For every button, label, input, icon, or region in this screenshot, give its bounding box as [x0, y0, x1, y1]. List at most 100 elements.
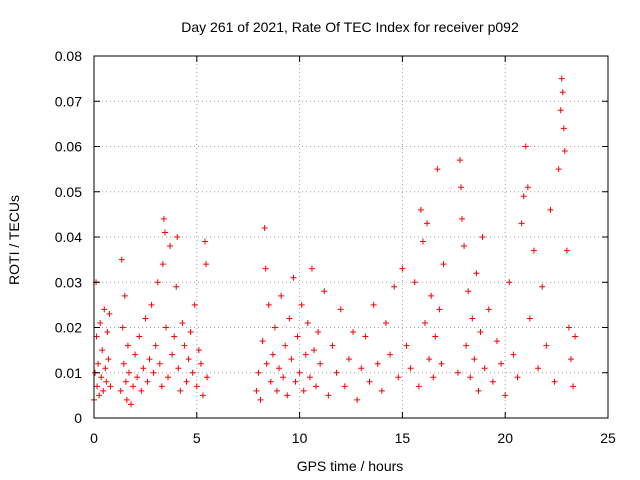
data-point [457, 184, 464, 191]
data-point [152, 342, 159, 349]
data-point [469, 315, 476, 322]
data-point [189, 369, 196, 376]
data-point [257, 396, 264, 403]
data-point [438, 360, 445, 367]
data-point [310, 347, 317, 354]
data-point [193, 383, 200, 390]
data-point [262, 265, 269, 272]
y-tick-label: 0.04 [55, 229, 82, 245]
data-point [177, 387, 184, 394]
data-point [374, 360, 381, 367]
data-point [313, 383, 320, 390]
data-point [263, 360, 270, 367]
data-point [101, 306, 108, 313]
data-point [432, 333, 439, 340]
data-point [269, 351, 276, 358]
data-point [502, 392, 509, 399]
x-tick-label: 25 [600, 430, 616, 446]
data-point [156, 360, 163, 367]
data-point [132, 351, 139, 358]
data-point [103, 378, 110, 385]
data-point [321, 288, 328, 295]
data-point [102, 365, 109, 372]
x-tick-label: 5 [193, 430, 201, 446]
data-point [493, 338, 500, 345]
data-point [524, 184, 531, 191]
data-point [387, 351, 394, 358]
data-point [350, 329, 357, 336]
data-point [463, 342, 470, 349]
data-point [422, 319, 429, 326]
data-point [162, 324, 169, 331]
data-point [191, 301, 198, 308]
data-point [280, 374, 287, 381]
data-point [399, 265, 406, 272]
data-point [329, 342, 336, 349]
data-point [298, 301, 305, 308]
data-point [304, 319, 311, 326]
data-point [183, 378, 190, 385]
y-tick-label: 0.06 [55, 139, 82, 155]
data-point [475, 387, 482, 394]
data-point [124, 342, 131, 349]
data-point [459, 215, 466, 222]
data-point [259, 338, 266, 345]
data-point [179, 319, 186, 326]
data-point [465, 288, 472, 295]
x-axis-label: GPS time / hours [297, 458, 404, 474]
data-point [100, 387, 107, 394]
data-point [128, 401, 135, 408]
data-point [481, 365, 488, 372]
data-point [165, 374, 172, 381]
data-point [306, 374, 313, 381]
data-point [159, 261, 166, 268]
data-point [434, 166, 441, 173]
data-point [382, 319, 389, 326]
data-point [142, 315, 149, 322]
data-point [119, 324, 126, 331]
data-point [477, 329, 484, 336]
data-point [203, 261, 210, 268]
data-point [417, 206, 424, 213]
y-axis-ticks: 0 0.01 0.02 0.03 0.04 0.05 0.06 0.07 0.08 [55, 48, 608, 426]
data-point [520, 193, 527, 200]
data-point [158, 383, 165, 390]
data-point [530, 247, 537, 254]
data-point [99, 347, 106, 354]
data-point [467, 374, 474, 381]
data-point [185, 356, 192, 363]
data-point [403, 342, 410, 349]
data-point [395, 374, 402, 381]
data-point [171, 333, 178, 340]
data-point [391, 283, 398, 290]
data-point [378, 387, 385, 394]
data-point [337, 306, 344, 313]
data-point [506, 279, 513, 286]
x-tick-label: 20 [497, 430, 513, 446]
data-point [288, 356, 295, 363]
data-point [253, 387, 260, 394]
data-point [267, 378, 274, 385]
data-point [341, 383, 348, 390]
data-point [557, 107, 564, 114]
data-point [167, 243, 174, 250]
data-point [485, 306, 492, 313]
data-point [539, 283, 546, 290]
data-point [202, 238, 209, 245]
data-point [284, 392, 291, 399]
data-point [473, 270, 480, 277]
data-point [479, 234, 486, 240]
data-point [440, 261, 447, 268]
data-point [370, 301, 377, 308]
data-point [286, 315, 293, 322]
data-point [120, 360, 127, 367]
data-point [300, 387, 307, 394]
chart-title: Day 261 of 2021, Rate Of TEC Index for r… [181, 19, 519, 35]
data-point [265, 301, 272, 308]
data-points [91, 75, 579, 408]
data-point [561, 148, 568, 155]
data-point [140, 365, 147, 372]
data-point [454, 369, 461, 376]
data-point [535, 365, 542, 372]
